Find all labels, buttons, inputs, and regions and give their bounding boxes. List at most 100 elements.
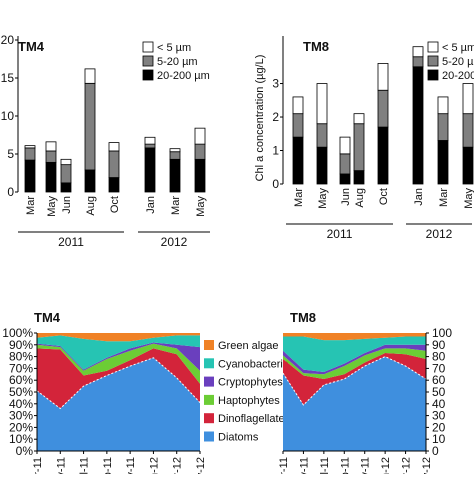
- bar-segment: [437, 96, 449, 115]
- bar-segment: [377, 126, 389, 185]
- bar-segment: [60, 164, 72, 184]
- x-tick-label: Mar-11: [32, 457, 44, 474]
- bar-segment: [316, 146, 328, 185]
- y-tick-label: 10: [432, 432, 446, 446]
- area-green-algae: [37, 333, 200, 342]
- area-panel-tm8: 1009080706050403020100Mar-11May-11Jul-11…: [278, 310, 452, 479]
- area-diatoms: [37, 357, 200, 451]
- x-tick-label: Jun: [340, 188, 352, 206]
- x-tick-label: May-12: [195, 457, 207, 474]
- y-tick-label: 60%: [9, 373, 33, 387]
- x-tick-label: May: [463, 188, 474, 209]
- bar-segment: [108, 177, 120, 193]
- panel-label: TM8: [290, 310, 316, 325]
- x-tick-label: Jun: [61, 196, 73, 214]
- y-tick-label: 50: [432, 385, 446, 399]
- legend: < 5 µm 5-20 µm 20-200 µm: [142, 41, 210, 82]
- bar-segment: [316, 83, 328, 125]
- bar-segment: [292, 113, 304, 138]
- y-tick-label: 10: [1, 109, 15, 123]
- y-tick-label: 80%: [9, 350, 33, 364]
- y-tick-label: 40: [432, 397, 446, 411]
- x-tick-label: Sep-11: [339, 457, 351, 474]
- bar-segment: [194, 127, 206, 145]
- bar-segment: [292, 136, 304, 185]
- bar-segment: [60, 182, 72, 193]
- y-tick-label: 15: [1, 71, 15, 85]
- bar-segment: [169, 151, 181, 160]
- x-tick-label: Jul-11: [79, 457, 91, 474]
- area-green-algae: [283, 333, 426, 341]
- area-cryptophytes: [37, 342, 200, 371]
- x-tick-label: Jan: [145, 196, 157, 214]
- legend-swatch: [427, 41, 439, 53]
- legend-label: 20-200 µm: [157, 70, 210, 82]
- bar-segment: [437, 113, 449, 141]
- bar-segment: [412, 66, 424, 185]
- legend-label: Cyanobacteria: [218, 358, 290, 370]
- legend-swatch: [427, 55, 439, 67]
- bar-segment: [45, 161, 57, 193]
- y-tick-label: 30: [432, 409, 446, 423]
- legend-swatch: [204, 340, 214, 350]
- y-tick-label: 100%: [2, 326, 33, 340]
- bar-segment: [60, 158, 72, 166]
- bar-segment: [412, 56, 424, 68]
- legend-label: Green algae: [218, 340, 279, 352]
- diatom-boundary: [282, 356, 427, 406]
- bar-segment: [316, 123, 328, 148]
- bar-segment: [339, 136, 351, 155]
- x-tick-label: May: [195, 196, 207, 217]
- bar-segment: [194, 158, 206, 193]
- area-diatoms: [283, 356, 426, 451]
- panel-label: TM4: [34, 310, 61, 325]
- area-dinoflagellates: [283, 353, 426, 405]
- bar-segment: [144, 136, 156, 145]
- bar-segment: [45, 150, 57, 163]
- x-tick-label: Mar: [25, 196, 37, 215]
- legend-swatch: [204, 376, 214, 387]
- x-tick-label: Jan: [413, 188, 425, 206]
- bar-segment: [339, 153, 351, 175]
- x-tick-label: Sep-11: [102, 457, 114, 474]
- bar-segment: [45, 141, 57, 152]
- x-tick-label: Mar-12: [401, 457, 413, 474]
- y-tick-label: 70%: [9, 361, 33, 375]
- legend-label: Diatoms: [218, 432, 259, 444]
- legend: Green algae Cyanobacteria Cryptophytes Hapt…: [204, 340, 291, 444]
- y-tick-label: 0%: [16, 444, 34, 458]
- x-tick-label: Nov-11: [125, 457, 137, 474]
- legend-label: < 5 µm: [442, 42, 474, 54]
- x-tick-label: May: [46, 196, 58, 217]
- bar-segment: [462, 113, 474, 148]
- y-tick-label: 100: [432, 326, 452, 340]
- y-tick-label: 40%: [9, 397, 33, 411]
- area-cryptophytes: [283, 344, 426, 375]
- bar-segment: [194, 143, 206, 160]
- bar-segment: [24, 159, 36, 193]
- year-group-label: 2012: [426, 227, 453, 241]
- y-tick-label: 10%: [9, 432, 33, 446]
- legend-swatch: [204, 431, 214, 442]
- bar-segment: [169, 148, 181, 153]
- bar-segment: [84, 169, 96, 193]
- y-tick-label: 0: [7, 185, 14, 199]
- area-dinoflagellates: [37, 348, 200, 409]
- legend-swatch: [142, 69, 154, 81]
- bar-segment: [108, 150, 120, 178]
- legend-swatch: [142, 55, 154, 67]
- legend-label: 5-20 µm: [442, 56, 474, 68]
- y-tick-label: 20: [1, 33, 15, 47]
- x-tick-label: Mar: [170, 196, 182, 215]
- bar-segment: [462, 146, 474, 185]
- legend-label: Dinoflagellates: [218, 413, 291, 425]
- legend-swatch: [204, 413, 214, 424]
- legend-swatch: [427, 69, 439, 81]
- bar-segment: [339, 173, 351, 185]
- y-tick-label: 70: [432, 361, 446, 375]
- bar-segment: [353, 170, 365, 185]
- x-tick-label: Oct: [109, 196, 121, 213]
- bar-segment: [377, 89, 389, 128]
- legend-label: < 5 µm: [157, 42, 191, 54]
